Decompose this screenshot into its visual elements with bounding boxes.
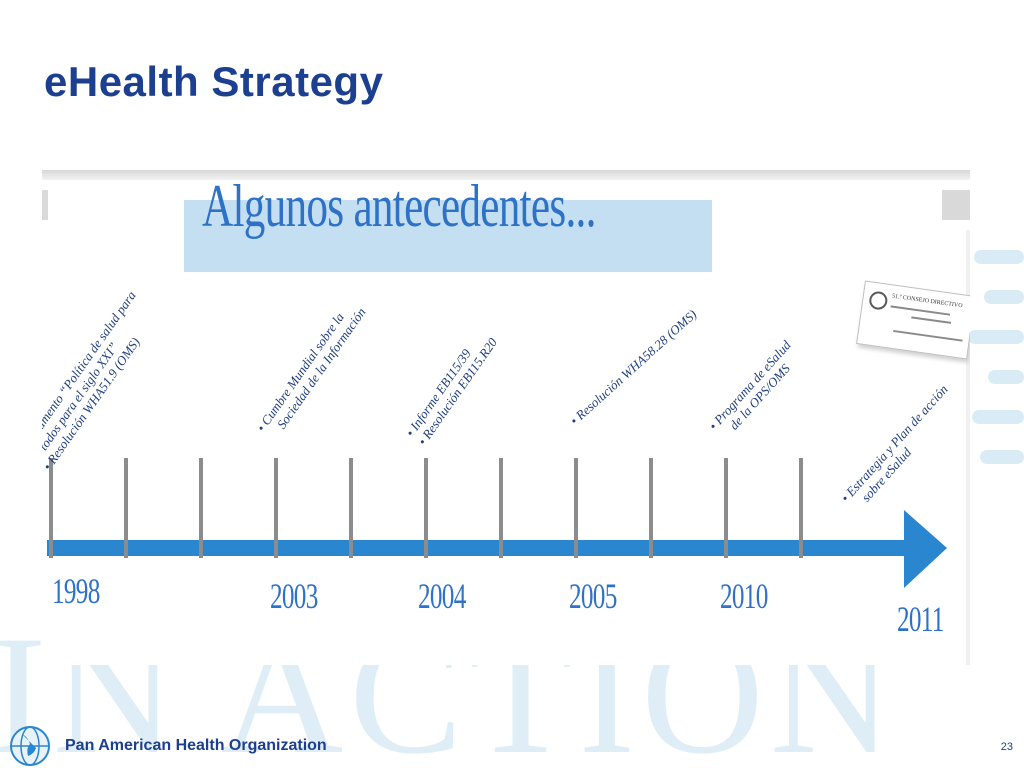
- year-label: 2005: [569, 576, 617, 616]
- timeline-tick: [124, 458, 128, 558]
- timeline-bar: [47, 540, 907, 556]
- watermark-stripes: [964, 250, 1024, 590]
- timeline-tick: [424, 458, 428, 558]
- timeline-tick: [574, 458, 578, 558]
- timeline-tick: [499, 458, 503, 558]
- timeline-arrowhead: [904, 510, 947, 588]
- year-label: 2004: [418, 576, 466, 616]
- year-label: 2010: [720, 576, 768, 616]
- timeline-graphic: [47, 458, 947, 588]
- image-left-edge: [42, 190, 48, 220]
- image-right-border: [966, 230, 970, 665]
- timeline-heading: Algunos antecedentes...: [202, 173, 596, 239]
- image-right-edge: [942, 190, 970, 220]
- organization-name: Pan American Health Organization: [65, 737, 327, 754]
- timeline-tick: [724, 458, 728, 558]
- heading-highlight: [184, 200, 712, 272]
- image-top-bar: [42, 170, 970, 180]
- timeline-image: Algunos antecedentes... • Documento “Pol…: [42, 170, 970, 665]
- timeline-tick: [799, 458, 803, 558]
- who-seal-icon: [868, 290, 889, 311]
- timeline-tick: [349, 458, 353, 558]
- year-label: 1998: [52, 571, 100, 611]
- timeline-ticks: [49, 458, 803, 558]
- year-label: 2011: [897, 599, 944, 639]
- timeline-tick: [649, 458, 653, 558]
- timeline-tick: [274, 458, 278, 558]
- timeline-tick: [199, 458, 203, 558]
- slide-title: eHealth Strategy: [44, 58, 384, 105]
- year-label: 2003: [270, 576, 318, 616]
- page-number: 23: [1000, 741, 1013, 753]
- timeline-tick: [49, 458, 53, 558]
- paho-globe-logo-icon: [10, 726, 50, 766]
